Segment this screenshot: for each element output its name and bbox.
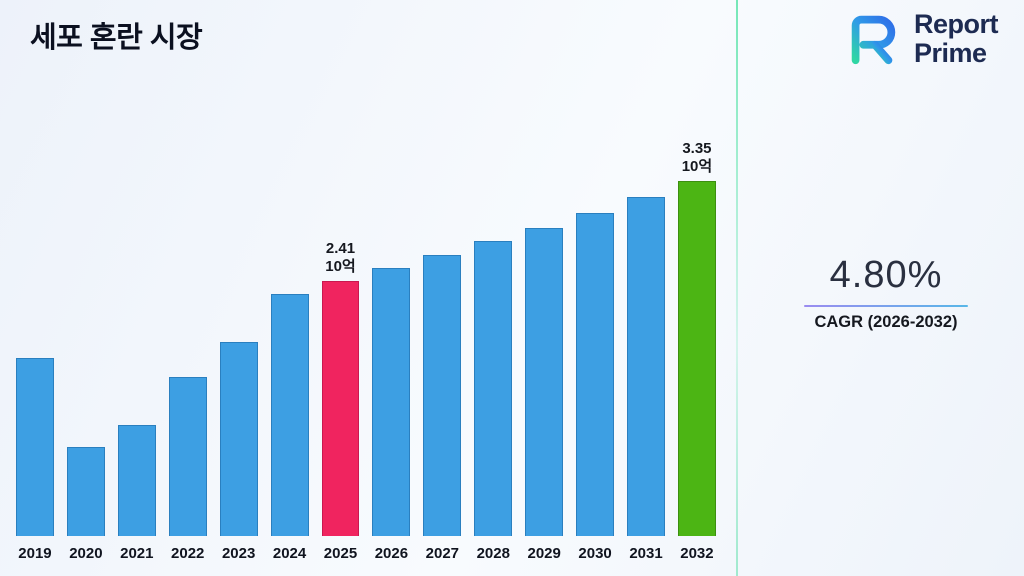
chart-column-2022: 2022 (168, 377, 207, 562)
report-prime-logo-icon (851, 15, 896, 65)
chart-column-2031: 2031 (627, 197, 665, 562)
bar-value-label-2032: 3.35 10억 (681, 140, 713, 175)
chart-column-2023: 2023 (219, 342, 258, 562)
x-tick-2022: 2022 (171, 545, 205, 562)
report-prime-logo-text: Report Prime (914, 9, 999, 69)
x-tick-2021: 2021 (120, 545, 154, 562)
x-tick-2032: 2032 (680, 545, 714, 562)
x-tick-2028: 2028 (476, 545, 510, 562)
chart-column-2030: 2030 (576, 213, 615, 562)
logo-word-prime: Prime (914, 38, 987, 69)
bar-2026 (372, 268, 411, 536)
x-tick-2023: 2023 (221, 545, 256, 562)
chart-column-2025: 2.41 10억 2025 (321, 240, 360, 562)
logo-word-report: Report (914, 9, 999, 39)
bar-value-label-2025: 2.41 10억 (325, 240, 356, 275)
x-tick-2025: 2025 (323, 545, 358, 562)
bar-2030 (576, 213, 615, 536)
report-prime-logo: Report Prime (842, 9, 999, 69)
chart-column-2028: 2028 (474, 241, 513, 562)
chart-column-2021: 2021 (117, 425, 156, 562)
bar-2028 (474, 241, 513, 536)
section-divider (736, 0, 738, 576)
cagr-underline (804, 305, 968, 307)
bar-2029 (525, 228, 564, 536)
cagr-value: 4.80% (829, 254, 943, 296)
chart-column-2026: 2026 (372, 268, 411, 562)
bar-2025 (321, 281, 360, 536)
chart-column-2024: 2024 (270, 294, 309, 562)
x-tick-2020: 2020 (69, 545, 103, 562)
bar-2032 (677, 181, 716, 536)
cagr-panel: 4.80% CAGR (2026-2032) (804, 254, 968, 332)
x-tick-2030: 2030 (578, 545, 612, 562)
x-tick-2026: 2026 (374, 545, 409, 562)
x-tick-2019: 2019 (18, 545, 52, 562)
chart-column-2029: 2029 (525, 228, 564, 562)
bar-2031 (627, 197, 665, 536)
bar-chart: 2019 2020 2021 2022 2023 2024 2.41 10억 2025 2026 2… (16, 140, 716, 562)
bar-2020 (66, 447, 105, 536)
page-title: 세포 혼란 시장 (30, 22, 203, 54)
bar-2022 (168, 377, 207, 536)
x-tick-2024: 2024 (272, 545, 307, 562)
chart-column-2027: 2027 (423, 255, 462, 562)
bar-2024 (270, 294, 309, 536)
chart-column-2020: 2020 (66, 447, 105, 562)
bar-2027 (423, 255, 462, 536)
bar-2019 (16, 358, 54, 536)
x-tick-2029: 2029 (527, 545, 561, 562)
x-tick-2031: 2031 (629, 545, 663, 562)
bar-2023 (219, 342, 258, 536)
chart-column-2019: 2019 (16, 358, 54, 562)
x-tick-2027: 2027 (425, 545, 460, 562)
bar-2021 (117, 425, 156, 536)
cagr-label: CAGR (2026-2032) (814, 313, 958, 331)
chart-column-2032: 3.35 10억 2032 (677, 140, 716, 562)
